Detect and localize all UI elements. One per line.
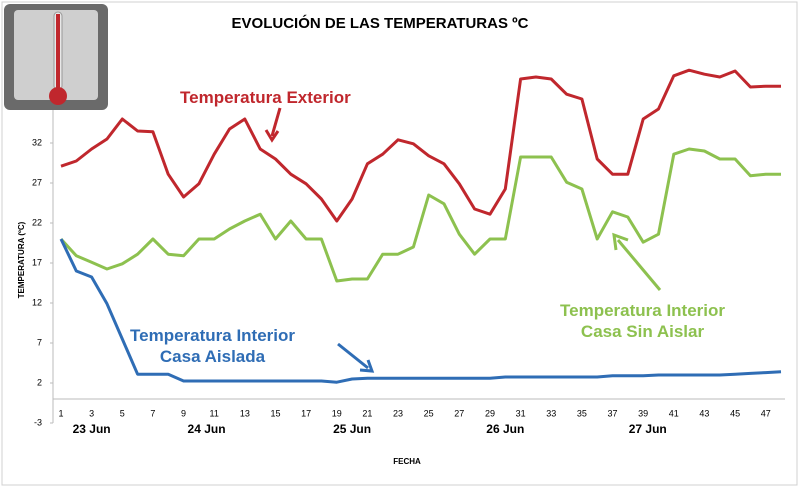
x-tick-label: 7 (150, 408, 155, 418)
x-tick-label: 29 (485, 408, 495, 418)
x-tick-label: 33 (546, 408, 556, 418)
x-tick-label: 31 (516, 408, 526, 418)
x-tick-label: 37 (608, 408, 618, 418)
x-tick-label: 27 (454, 408, 464, 418)
x-tick-label: 21 (362, 408, 372, 418)
y-tick-label: 22 (32, 217, 42, 227)
arrows (264, 107, 662, 373)
x-tick-label: 13 (240, 408, 250, 418)
date-label: 26 Jun (486, 422, 524, 436)
x-tick-label: 45 (730, 408, 740, 418)
series-line (59, 238, 782, 384)
y-tick-label: 2 (37, 377, 42, 387)
x-tick-label: 15 (270, 408, 280, 418)
thermometer-icon (4, 4, 108, 110)
x-tick-label: 43 (699, 408, 709, 418)
date-label: 24 Jun (188, 422, 226, 436)
x-tick-label: 35 (577, 408, 587, 418)
x-tick-label: 1 (58, 408, 63, 418)
x-tick-label: 41 (669, 408, 679, 418)
y-tick-label: 7 (37, 337, 42, 347)
x-tick-label: 47 (761, 408, 771, 418)
x-tick-label: 17 (301, 408, 311, 418)
x-tick-label: 23 (393, 408, 403, 418)
x-tick-label: 9 (181, 408, 186, 418)
x-axis-label: FECHA (393, 457, 421, 466)
series-line (59, 147, 781, 283)
y-tick-label: 27 (32, 177, 42, 187)
series-label: Temperatura Interior Casa Aislada (130, 326, 296, 366)
y-tick-label: 32 (32, 137, 42, 147)
x-tick-label: 5 (120, 408, 125, 418)
x-tick-label: 19 (332, 408, 342, 418)
chart-title: EVOLUCIÓN DE LAS TEMPERATURAS ºC (232, 14, 529, 32)
date-label: 25 Jun (333, 422, 371, 436)
series-label: Temperatura Interior Casa Sin Aislar (560, 301, 726, 341)
y-tick-label: 17 (32, 257, 42, 267)
y-axis-label: TEMPERATURA (ºC) (17, 221, 26, 298)
x-tick-label: 25 (424, 408, 434, 418)
x-tick-label: 3 (89, 408, 94, 418)
y-tick-label: 12 (32, 297, 42, 307)
series-line (60, 68, 781, 223)
x-tick-label: 39 (638, 408, 648, 418)
x-tick-label: 11 (210, 408, 219, 418)
date-label: 27 Jun (629, 422, 667, 436)
y-tick-label: -3 (34, 417, 42, 427)
date-label: 23 Jun (73, 422, 111, 436)
series-label: Temperatura Exterior (180, 88, 351, 107)
